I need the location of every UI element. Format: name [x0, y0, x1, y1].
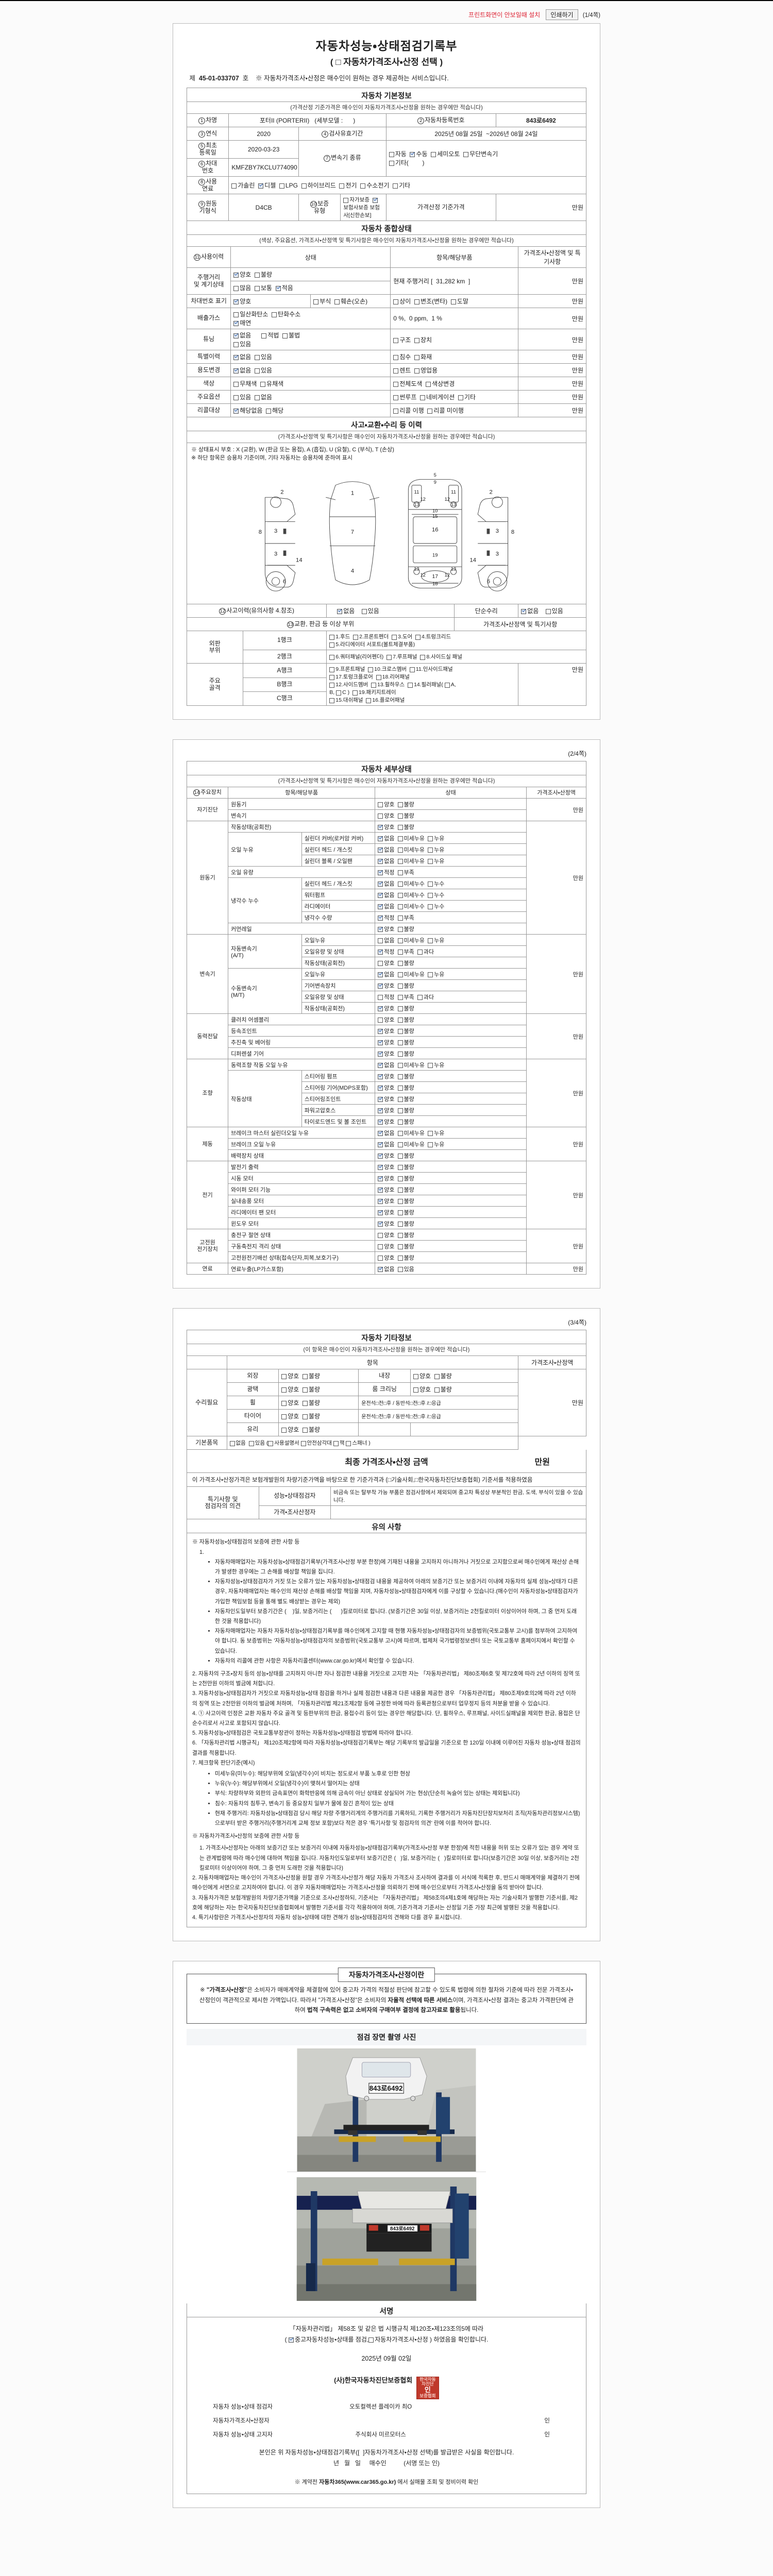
svg-text:4: 4 — [351, 568, 354, 574]
svg-text:843로6492: 843로6492 — [390, 2226, 415, 2232]
svg-text:10: 10 — [432, 508, 438, 514]
svg-text:11: 11 — [451, 489, 456, 495]
svg-text:12: 12 — [445, 572, 450, 578]
svg-text:12: 12 — [420, 496, 425, 502]
svg-text:8: 8 — [511, 529, 514, 535]
svg-text:7: 7 — [351, 529, 354, 535]
svg-text:9: 9 — [434, 479, 436, 485]
svg-text:13: 13 — [451, 566, 456, 572]
svg-text:6: 6 — [487, 579, 490, 585]
svg-text:2: 2 — [489, 489, 492, 496]
svg-text:843로6492: 843로6492 — [369, 2084, 403, 2092]
svg-text:8: 8 — [259, 529, 262, 535]
svg-text:17: 17 — [432, 574, 438, 580]
svg-text:5: 5 — [434, 472, 436, 478]
svg-text:3: 3 — [496, 551, 499, 557]
svg-text:12: 12 — [445, 496, 450, 502]
svg-text:14: 14 — [296, 557, 303, 564]
svg-text:19: 19 — [432, 552, 438, 558]
svg-text:3: 3 — [274, 551, 277, 557]
svg-text:13: 13 — [414, 502, 419, 507]
svg-text:16: 16 — [432, 527, 439, 533]
svg-text:15: 15 — [432, 513, 438, 519]
svg-text:3: 3 — [274, 529, 277, 535]
svg-text:14: 14 — [469, 557, 476, 564]
svg-text:11: 11 — [414, 489, 419, 495]
svg-text:6: 6 — [283, 579, 286, 585]
svg-text:13: 13 — [451, 502, 456, 507]
svg-text:18: 18 — [432, 581, 438, 586]
svg-text:2: 2 — [280, 489, 283, 496]
svg-text:13: 13 — [414, 566, 419, 572]
svg-text:1: 1 — [351, 490, 354, 497]
svg-text:3: 3 — [496, 529, 499, 535]
svg-text:12: 12 — [420, 572, 425, 578]
